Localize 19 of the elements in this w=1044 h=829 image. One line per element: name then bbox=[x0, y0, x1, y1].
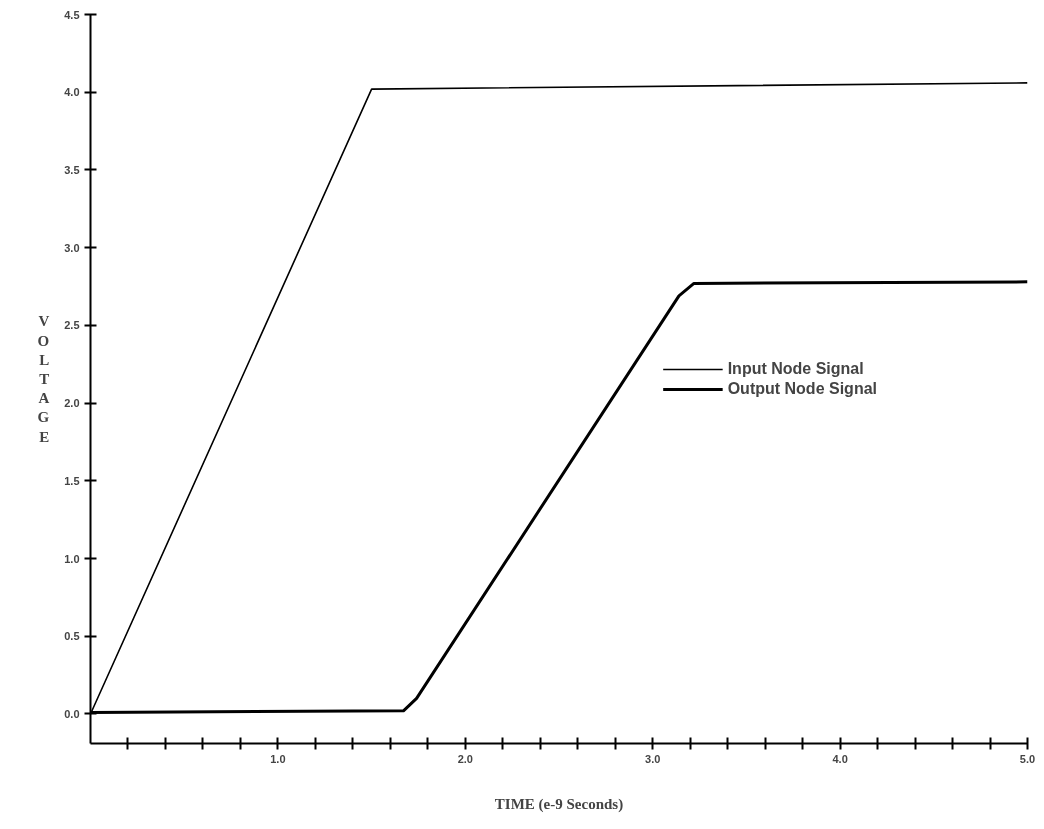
y-axis-title: VOLTAGE bbox=[37, 313, 50, 445]
y-tick-label: 3.0 bbox=[64, 241, 80, 254]
legend-label: Input Node Signal bbox=[727, 359, 864, 378]
x-tick-label: 4.0 bbox=[832, 752, 848, 765]
x-tick-label: 1.0 bbox=[270, 752, 286, 765]
y-tick-label: 0.5 bbox=[64, 630, 80, 643]
x-tick-label: 5.0 bbox=[1019, 752, 1036, 765]
y-tick-label: 0.0 bbox=[64, 707, 80, 720]
y-tick-label: 4.0 bbox=[64, 86, 80, 99]
y-tick-label: 4.5 bbox=[64, 8, 80, 21]
x-tick-label: 2.0 bbox=[457, 752, 473, 765]
legend-label: Output Node Signal bbox=[727, 379, 877, 398]
y-tick-label: 1.5 bbox=[64, 474, 80, 487]
y-tick-label: 2.0 bbox=[64, 397, 80, 410]
x-axis-title: TIME (e-9 Seconds) bbox=[494, 795, 624, 813]
y-tick-label: 1.0 bbox=[64, 552, 80, 565]
y-tick-label: 3.5 bbox=[64, 163, 80, 176]
x-tick-label: 3.0 bbox=[645, 752, 661, 765]
y-tick-label: 2.5 bbox=[64, 319, 80, 332]
